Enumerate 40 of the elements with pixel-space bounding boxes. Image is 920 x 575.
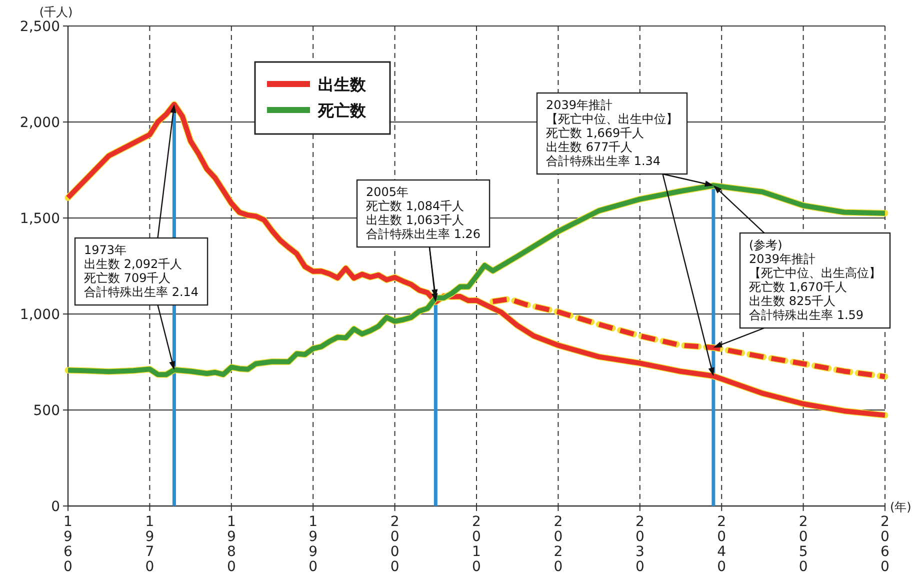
annotation: (参考) [749, 238, 782, 252]
legend-label: 出生数 [318, 75, 367, 94]
annotation: 【死亡中位、出生中位】 [546, 112, 678, 126]
x-tick-label: 1 9 7 0 [145, 514, 154, 575]
x-tick-label: 1 9 8 0 [226, 514, 236, 575]
x-tick-label: 2 0 4 0 [717, 514, 726, 575]
x-tick-label: 1 9 6 0 [64, 514, 73, 575]
annotation: 2005年 [366, 185, 409, 199]
x-tick-label: 2 0 6 0 [880, 514, 890, 575]
y-axis-title: (千人) [39, 5, 73, 19]
y-tick-label: 2,000 [20, 115, 60, 131]
annotation: 死亡数 1,669千人 [546, 126, 644, 140]
y-tick-label: 500 [33, 403, 60, 419]
annotation: 合計特殊出生率 1.34 [546, 154, 661, 168]
x-tick-label: 1 9 9 0 [308, 514, 318, 575]
x-tick-label: 2 0 0 0 [390, 514, 400, 575]
annotation: 死亡数 1,084千人 [366, 199, 464, 213]
x-tick-label: 2 0 5 0 [798, 514, 808, 575]
annotation: 2039年推計 [546, 98, 613, 112]
x-tick-label: 2 0 1 0 [472, 514, 481, 575]
annotation: 出生数 677千人 [546, 140, 633, 154]
y-tick-label: 0 [51, 499, 60, 515]
annotation: 死亡数 1,670千人 [749, 280, 848, 294]
annotation: 出生数 2,092千人 [84, 257, 182, 271]
annotation: 死亡数 709千人 [84, 271, 171, 285]
x-tick-label: 2 0 3 0 [635, 514, 644, 575]
annotation: 出生数 825千人 [749, 294, 836, 308]
annotation: 合計特殊出生率 1.26 [366, 227, 481, 241]
annotation: 1973年 [84, 243, 127, 257]
annotation: 2039年推計 [749, 252, 816, 266]
annotation: 【死亡中位、出生高位】 [749, 266, 881, 280]
y-tick-label: 1,000 [20, 307, 60, 323]
annotation: 出生数 1,063千人 [366, 213, 464, 227]
annotation: 合計特殊出生率 2.14 [84, 285, 199, 299]
x-tick-label: 2 0 2 0 [554, 514, 563, 575]
y-tick-label: 2,500 [20, 19, 60, 35]
legend-label: 死亡数 [317, 101, 367, 120]
x-axis-title: (年) [890, 500, 912, 514]
annotation: 合計特殊出生率 1.59 [749, 308, 864, 322]
y-tick-label: 1,500 [20, 211, 60, 227]
